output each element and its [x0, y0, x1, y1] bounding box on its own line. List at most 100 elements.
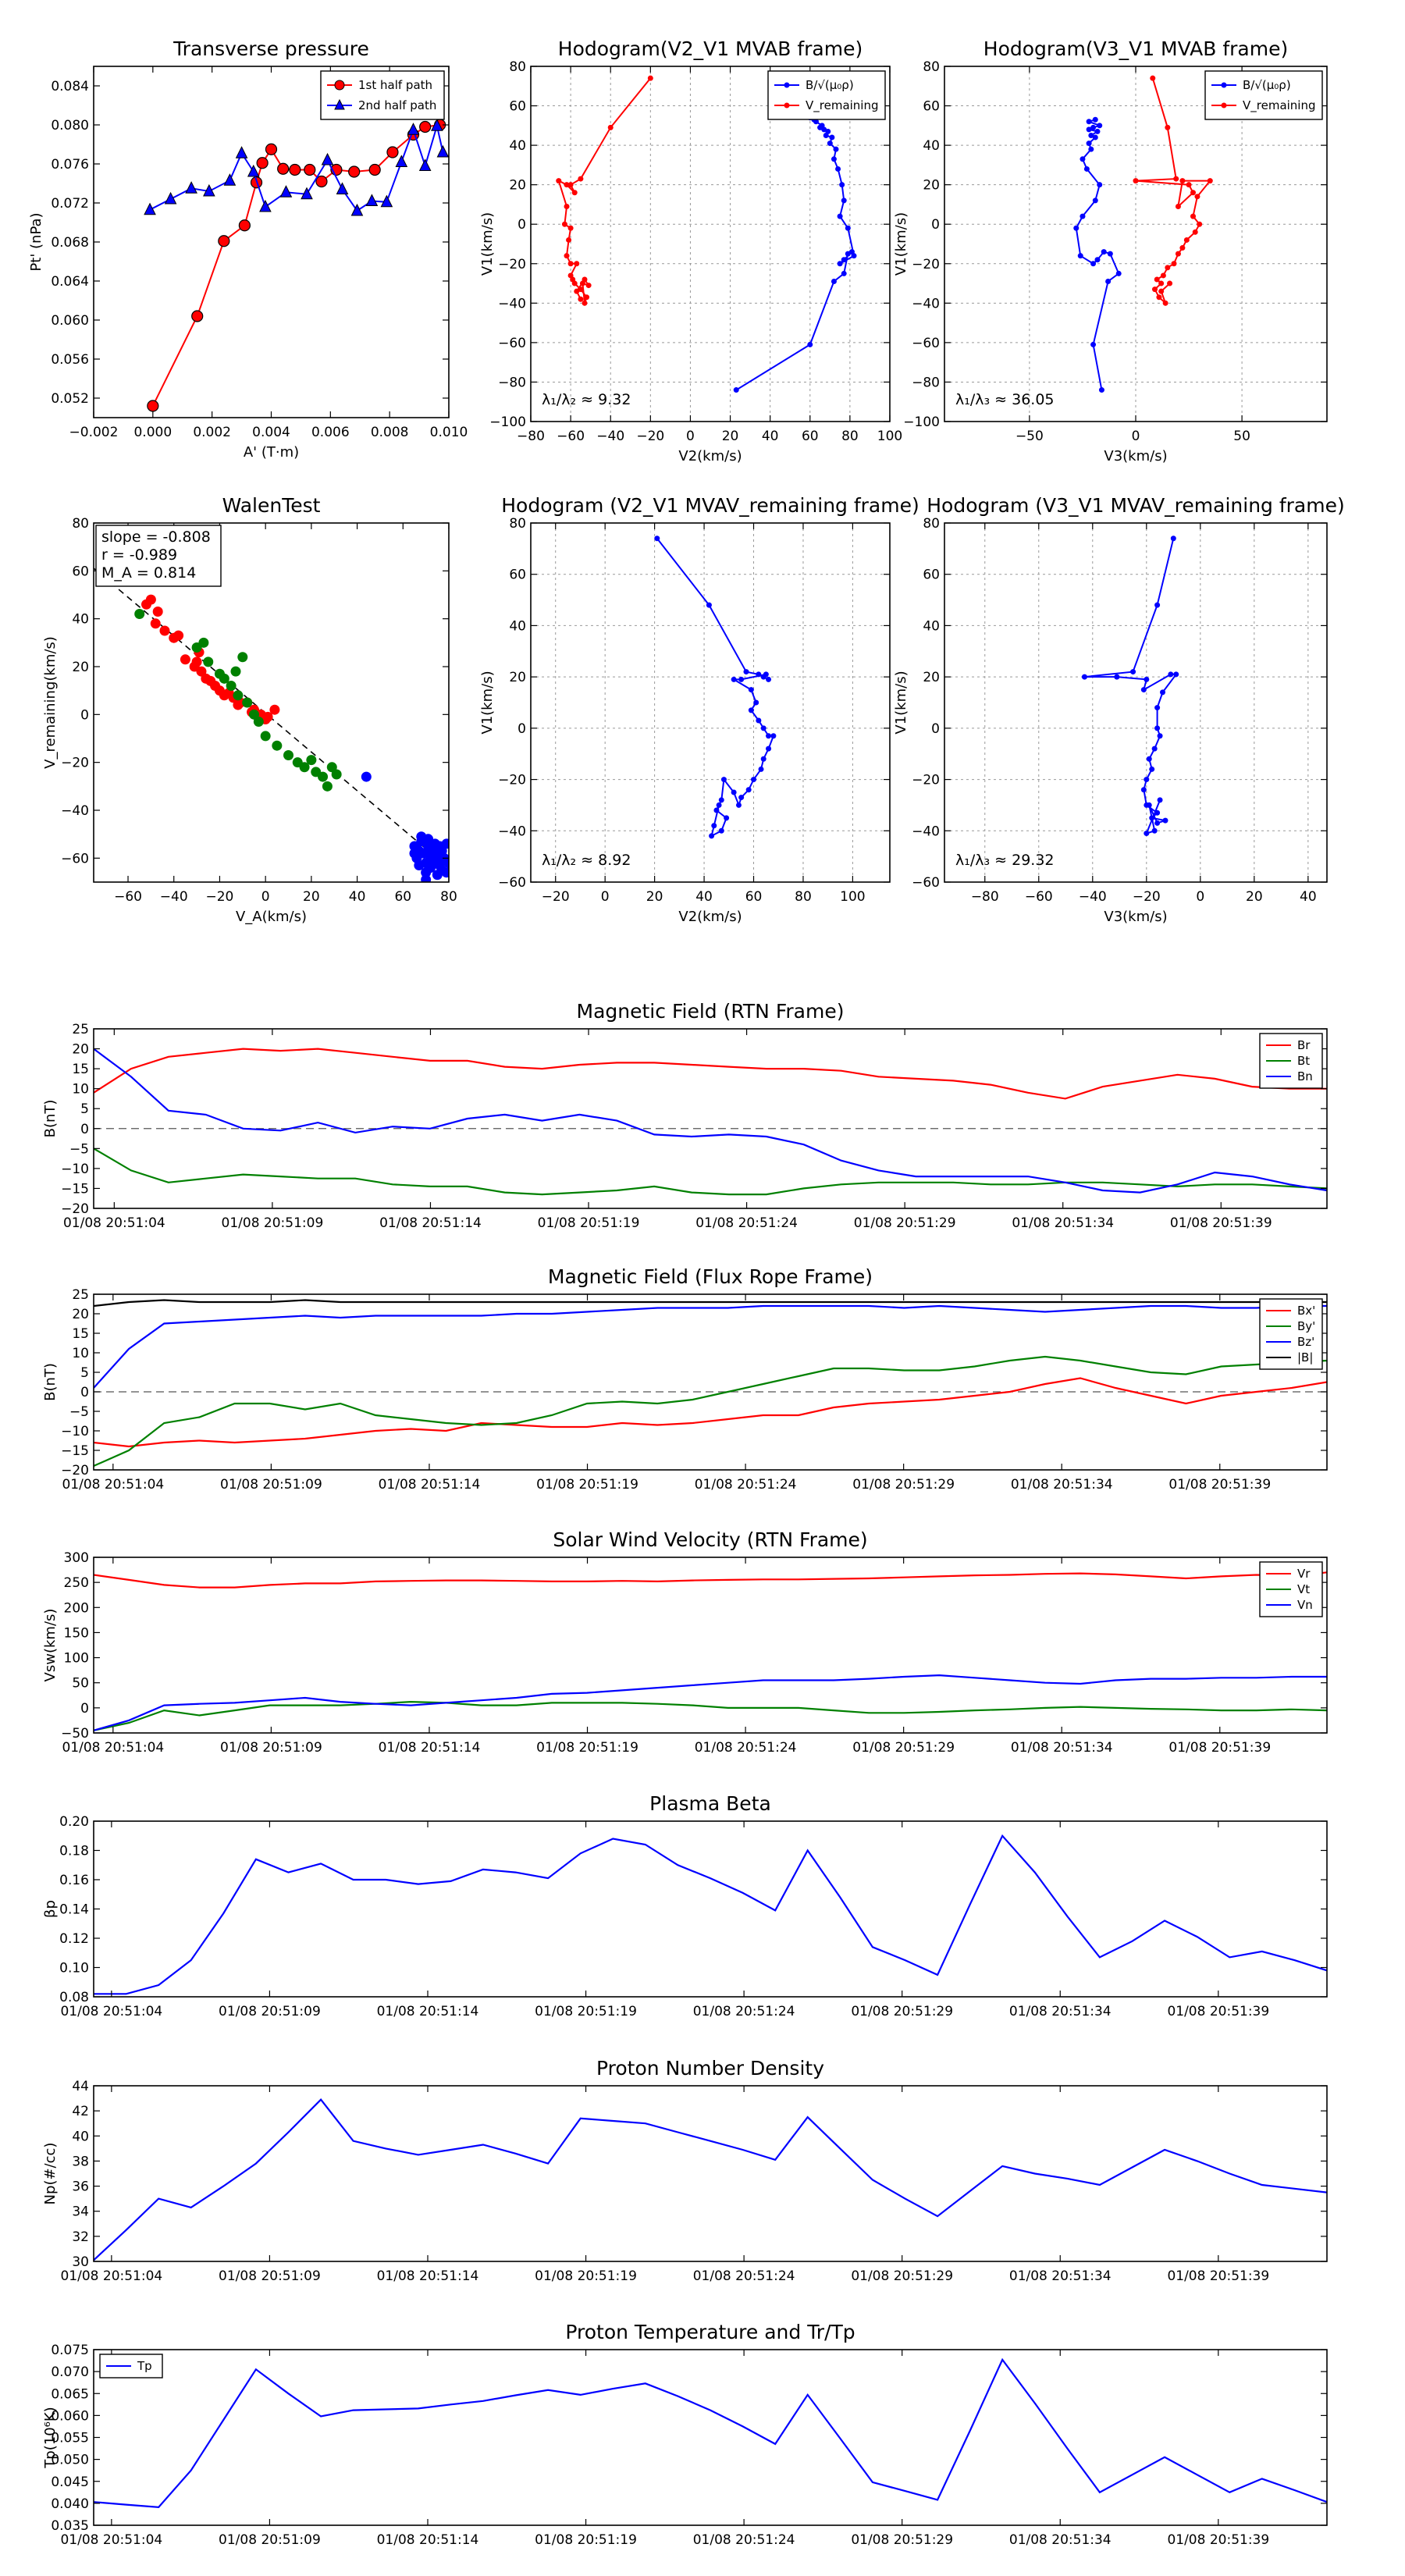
data-point [1179, 178, 1186, 184]
x-tick-label: 0 [261, 889, 270, 905]
x-tick-label: 01/08 20:51:29 [851, 2004, 953, 2019]
data-point [1154, 809, 1161, 816]
data-point [269, 704, 280, 715]
x-tick-label: 40 [695, 889, 713, 905]
data-point [419, 120, 432, 133]
legend-label: By' [1297, 1319, 1315, 1333]
y-tick-label: −20 [912, 773, 940, 788]
eigenvalue-ratio: λ₁/λ₂ ≈ 8.92 [542, 852, 631, 869]
data-point [283, 749, 294, 760]
data-point [564, 182, 570, 188]
y-tick-label: 0.10 [59, 1961, 89, 1976]
data-point [763, 671, 769, 678]
data-point [233, 699, 244, 710]
y-axis-label: Tp(10⁶K) [42, 2407, 59, 2468]
data-point [395, 155, 408, 167]
x-tick-label: 0.004 [252, 425, 290, 440]
legend-label: Tp [137, 2359, 152, 2373]
data-point [1094, 257, 1101, 263]
x-tick-label: 0.000 [133, 425, 172, 440]
y-tick-label: 40 [923, 618, 940, 634]
x-tick-label: 01/08 20:51:04 [62, 1477, 164, 1493]
data-point [1149, 766, 1155, 772]
y-tick-label: 0.064 [51, 274, 89, 290]
legend-marker [1221, 82, 1227, 88]
chart-title: Plasma Beta [649, 1792, 771, 1815]
y-tick-label: 32 [72, 2229, 89, 2245]
data-point [144, 202, 156, 215]
y-tick-label: 0 [931, 721, 940, 737]
data-point [150, 618, 161, 629]
y-tick-label: −50 [61, 1726, 89, 1742]
data-point [265, 143, 278, 155]
x-tick-label: 01/08 20:51:09 [220, 1740, 322, 1756]
x-tick-label: 01/08 20:51:29 [852, 1740, 955, 1756]
y-axis-label: βp [42, 1900, 59, 1918]
y-tick-label: 40 [72, 612, 89, 628]
series-Vn [94, 1674, 1327, 1731]
data-point [760, 756, 767, 762]
data-point [839, 182, 845, 188]
x-tick-label: 20 [303, 889, 320, 905]
series-line [94, 1834, 1327, 1995]
data-point [1157, 733, 1163, 739]
data-point [1151, 827, 1158, 834]
y-tick-label: 0 [80, 1701, 89, 1717]
y-tick-label: 0.12 [59, 1931, 89, 1947]
data-point [230, 666, 241, 677]
data-point [713, 807, 720, 813]
data-point [299, 762, 310, 773]
data-point [152, 606, 163, 617]
x-tick-label: 01/08 20:51:19 [538, 1215, 640, 1231]
series-V_remaining [556, 75, 653, 306]
legend: B/√(μ₀ρ) V_remaining [1204, 70, 1323, 120]
series-line [656, 538, 775, 838]
data-point [738, 795, 745, 801]
data-point [748, 687, 754, 693]
data-point [380, 194, 393, 208]
data-point [1175, 251, 1181, 257]
legend: B/√(μ₀ρ) V_remaining [767, 70, 886, 120]
y-tick-label: 20 [72, 1307, 89, 1322]
y-tick-label: 40 [923, 138, 940, 154]
x-tick-label: 01/08 20:51:19 [536, 1477, 638, 1493]
chart-title: Hodogram (V3_V1 MVAV_remaining frame) [927, 494, 1345, 517]
x-tick-label: 01/08 20:51:19 [535, 2004, 637, 2019]
data-point [831, 279, 837, 285]
data-point [203, 656, 214, 667]
data-point [1114, 674, 1120, 680]
data-point [1133, 178, 1139, 184]
series-B/√(μ₀ρ) [1073, 116, 1122, 393]
y-axis-label: V1(km/s) [893, 212, 909, 276]
data-point [191, 656, 202, 667]
axes-frame [93, 1028, 1328, 1209]
data-point [1090, 341, 1097, 347]
plot-area [94, 2098, 1327, 2261]
chart-walen-test: WalenTest −60 −40 −20 0 20 40 60 80 −60 −40 −20 0 20 4… [42, 494, 457, 925]
data-point [427, 852, 438, 863]
y-tick-label: 300 [64, 1550, 89, 1566]
data-point [348, 165, 361, 178]
x-tick-label: 01/08 20:51:09 [219, 2268, 321, 2284]
series-V_remaining [1133, 75, 1213, 306]
series-line [149, 123, 444, 212]
data-point [1097, 182, 1103, 188]
y-axis-label: B(nT) [42, 1363, 59, 1401]
legend-label: Bt [1297, 1054, 1310, 1068]
y-tick-label: −40 [912, 296, 940, 311]
y-tick-label: 0.18 [59, 1844, 89, 1859]
series-line [94, 1674, 1327, 1731]
y-tick-label: −40 [912, 824, 940, 839]
y-tick-label: 50 [72, 1676, 89, 1692]
chart-proton-temperature: Proton Temperature and Tr/Tp 0.035 0.040 0.… [42, 2321, 1328, 2548]
x-tick-label: 01/08 20:51:14 [379, 1477, 481, 1493]
data-point [751, 777, 757, 783]
x-axis-label: V2(km/s) [678, 909, 742, 925]
series-|B| [94, 1299, 1327, 1308]
y-tick-label: 0.040 [51, 2496, 89, 2512]
x-tick-label: −60 [114, 889, 142, 905]
series-Np [94, 2098, 1327, 2261]
data-point [1160, 689, 1166, 696]
y-tick-label: −20 [61, 1463, 89, 1478]
data-point [584, 294, 590, 301]
